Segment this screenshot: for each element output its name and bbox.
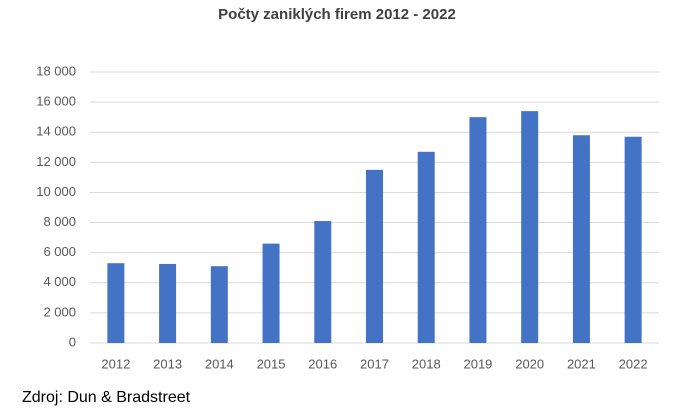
- y-tick-label: 14 000: [36, 124, 76, 139]
- x-tick-label: 2022: [619, 356, 648, 371]
- bar: [572, 135, 590, 343]
- bar: [314, 221, 332, 343]
- bar: [417, 151, 435, 343]
- x-tick-label: 2013: [153, 356, 182, 371]
- y-tick-label: 6 000: [43, 244, 76, 259]
- bar: [521, 111, 539, 344]
- bar: [624, 136, 642, 343]
- x-tick-label: 2017: [360, 356, 389, 371]
- y-tick-label: 16 000: [36, 94, 76, 109]
- x-tick-label: 2015: [257, 356, 286, 371]
- source-note: Zdroj: Dun & Bradstreet: [22, 389, 191, 406]
- y-tick-label: 12 000: [36, 154, 76, 169]
- x-tick-label: 2012: [101, 356, 130, 371]
- bar: [159, 263, 177, 343]
- x-tick-label: 2020: [515, 356, 544, 371]
- y-tick-label: 10 000: [36, 184, 76, 199]
- x-tick-label: 2016: [308, 356, 337, 371]
- bar: [107, 263, 125, 343]
- y-tick-label: 18 000: [36, 63, 76, 78]
- bar: [366, 169, 383, 343]
- bar: [262, 243, 280, 343]
- y-tick-label: 2 000: [43, 304, 76, 319]
- chart-title: Počty zaniklých firem 2012 - 2022: [218, 6, 456, 23]
- bar: [210, 266, 228, 343]
- x-tick-label: 2019: [463, 356, 492, 371]
- y-tick-label: 0: [69, 334, 76, 349]
- bar: [469, 117, 487, 344]
- x-tick-label: 2018: [412, 356, 441, 371]
- y-tick-label: 8 000: [43, 214, 76, 229]
- x-tick-label: 2014: [205, 356, 234, 371]
- y-tick-label: 4 000: [43, 274, 76, 289]
- x-tick-label: 2021: [567, 356, 596, 371]
